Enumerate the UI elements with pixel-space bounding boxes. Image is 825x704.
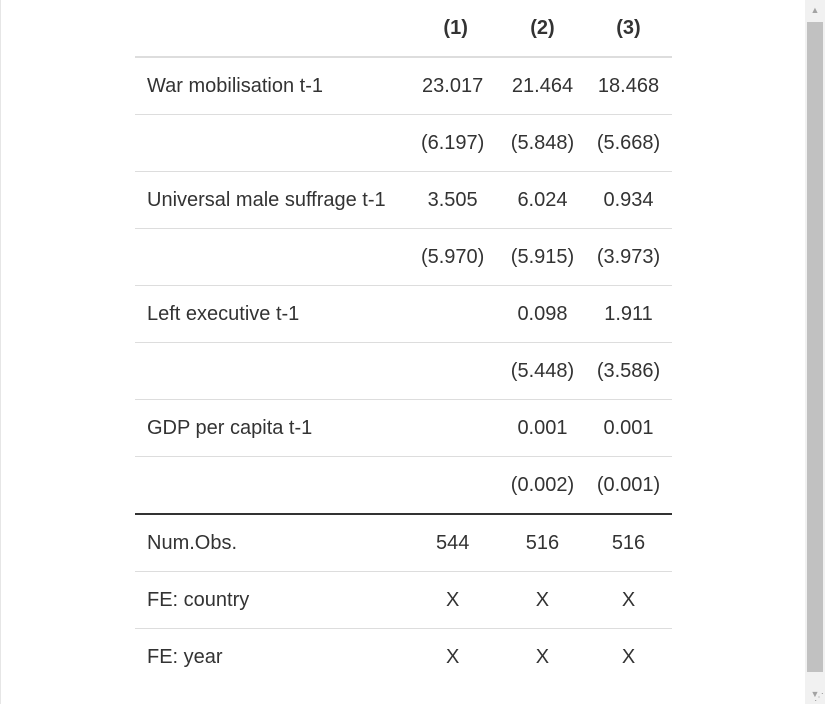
table-row: FE: country X X X: [135, 571, 672, 629]
header-cell-model-1: (1): [405, 0, 500, 58]
cell-value: (5.448): [499, 342, 585, 400]
scrollbar-thumb[interactable]: [807, 22, 823, 672]
cell-value: 0.001: [585, 399, 672, 457]
cell-value: (3.973): [585, 228, 672, 286]
vertical-scrollbar[interactable]: ▲ ▼ ⋰: [805, 0, 825, 704]
cell-value: 516: [499, 513, 585, 572]
cell-value: (0.001): [585, 456, 672, 514]
table-row: FE: year X X X: [135, 628, 672, 685]
resize-handle-icon[interactable]: ⋰: [814, 692, 824, 703]
table-row: Universal male suffrage t-1 3.505 6.024 …: [135, 171, 672, 229]
cell-value: 3.505: [405, 171, 500, 229]
cell-value: (5.970): [405, 228, 500, 286]
cell-value: X: [405, 571, 500, 629]
cell-value: X: [585, 571, 672, 629]
cell-value: [405, 285, 500, 343]
cell-value: (3.586): [585, 342, 672, 400]
table-row: Num.Obs. 544 516 516: [135, 513, 672, 572]
cell-value: 0.098: [499, 285, 585, 343]
cell-value: 21.464: [511, 74, 574, 97]
header-cell-blank: [135, 0, 406, 58]
row-label: [135, 228, 406, 286]
table-row: War mobilisation t-1 23.017 21.464 18.46…: [135, 57, 672, 115]
table-row: (0.002) (0.001): [135, 456, 672, 514]
regression-table: (1) (2) (3) War mobilisation t-1 23.017 …: [135, 0, 672, 685]
row-label: Universal male suffrage t-1: [135, 171, 406, 229]
row-label: [135, 342, 406, 400]
cell-value: 1.911: [585, 285, 672, 343]
cell-value: (5.668): [585, 114, 672, 172]
row-label: GDP per capita t-1: [135, 399, 406, 457]
cell-value: X: [585, 628, 672, 685]
table-row: Left executive t-1 0.098 1.911: [135, 285, 672, 343]
table-row: (5.970) (5.915) (3.973): [135, 228, 672, 286]
header-cell-model-3: (3): [585, 0, 672, 58]
cell-value: (0.002): [499, 456, 585, 514]
scroll-up-icon[interactable]: ▲: [810, 5, 820, 15]
cell-value: 23.017: [422, 74, 484, 97]
cell-value: 18.468: [597, 74, 660, 97]
cell-value: 516: [585, 513, 672, 572]
scroll-down-icon[interactable]: ▼: [810, 689, 820, 699]
cell-value: (6.197): [405, 114, 500, 172]
cell-value: [405, 399, 500, 457]
cell-value: [405, 456, 500, 514]
cell-value: (5.848): [499, 114, 585, 172]
table-viewport: (1) (2) (3) War mobilisation t-1 23.017 …: [0, 0, 672, 704]
cell-value: 0.934: [585, 171, 672, 229]
row-label: FE: country: [135, 571, 406, 629]
header-cell-model-2: (2): [499, 0, 585, 58]
cell-value: X: [499, 628, 585, 685]
cell-value: (5.915): [499, 228, 585, 286]
cell-value: [405, 342, 500, 400]
row-label: Left executive t-1: [135, 285, 406, 343]
table-row: GDP per capita t-1 0.001 0.001: [135, 399, 672, 457]
cell-value: 0.001: [499, 399, 585, 457]
row-label: Num.Obs.: [135, 513, 406, 572]
cell-value: X: [405, 628, 500, 685]
row-label: [135, 456, 406, 514]
cell-value: 544: [405, 513, 500, 572]
table-row: (5.448) (3.586): [135, 342, 672, 400]
header-row: (1) (2) (3): [135, 0, 672, 58]
row-label: FE: year: [135, 628, 406, 685]
row-label: [135, 114, 406, 172]
table-row: (6.197) (5.848) (5.668): [135, 114, 672, 172]
cell-value: 6.024: [499, 171, 585, 229]
row-label: War mobilisation t-1: [147, 74, 323, 97]
cell-value: X: [499, 571, 585, 629]
